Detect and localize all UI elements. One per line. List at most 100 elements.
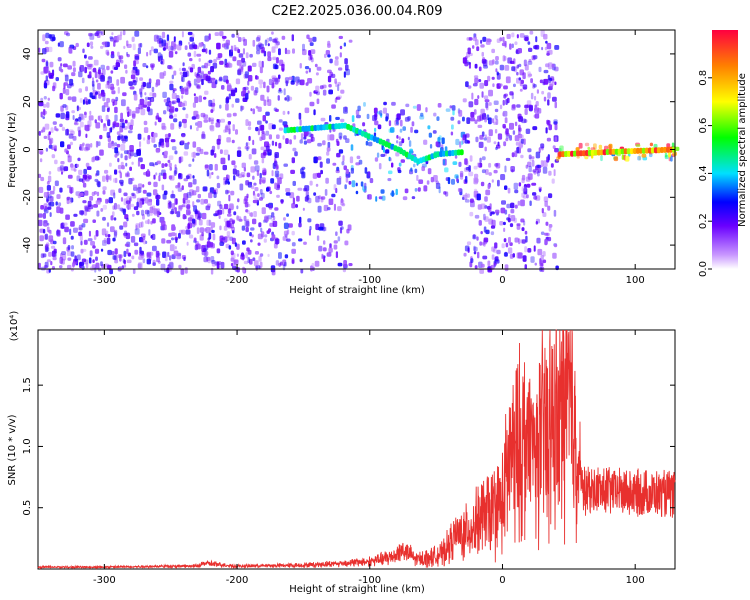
spectrogram-cell <box>205 227 211 234</box>
spectrogram-cell <box>114 114 118 122</box>
spectrogram-cell <box>283 88 286 96</box>
spectrogram-cell <box>532 169 537 173</box>
spectrogram-cell <box>96 170 100 176</box>
spectrogram-cell <box>228 128 231 135</box>
spectrogram-cell <box>165 102 169 107</box>
spectrogram-cell <box>267 56 272 62</box>
spectrogram-cell <box>247 126 252 131</box>
spectrogram-cell <box>254 187 259 192</box>
spectrogram-cell <box>248 153 252 160</box>
spectrogram-cell <box>338 149 344 154</box>
spectrogram-cell <box>91 80 95 87</box>
spectrogram-cell <box>501 200 506 205</box>
spectrogram-cell <box>146 139 151 145</box>
spectrogram-cell <box>254 165 260 172</box>
spectrogram-cell <box>511 32 515 38</box>
spectrogram-cell <box>95 122 101 129</box>
spectrogram-cell <box>132 184 138 188</box>
spectrogram-cell <box>65 111 70 119</box>
spectrogram-cell <box>451 178 455 185</box>
spectrogram-cell <box>207 77 212 84</box>
spectrogram-cell <box>92 245 96 249</box>
spectrogram-cell <box>451 105 456 111</box>
spectrogram-cell <box>178 205 183 210</box>
spectrogram-cell <box>128 130 133 134</box>
spectrogram-cell <box>126 43 132 48</box>
spectrogram-cell <box>174 107 179 112</box>
spectrogram-cell <box>135 225 138 231</box>
spectrogram-cell <box>164 163 168 167</box>
spectrogram-cell <box>469 211 474 217</box>
spectrogram-cell <box>505 76 511 84</box>
spectrogram-cell <box>285 138 289 144</box>
spectrogram-cell <box>113 66 119 70</box>
spectrogram-cell <box>52 121 57 125</box>
spectrogram-cell <box>470 258 474 263</box>
spectrogram-cell <box>215 122 221 128</box>
spectrogram-cell <box>141 102 144 110</box>
spectrogram-cell <box>480 231 483 235</box>
spectrogram-cell <box>525 164 529 169</box>
spectrogram-cell <box>249 212 253 217</box>
spectrogram-cell <box>533 195 538 200</box>
spectrogram-cell <box>263 238 267 243</box>
spectrogram-cell <box>339 227 342 234</box>
spectrogram-cell <box>503 94 507 99</box>
spectrogram-cell <box>168 261 174 269</box>
spectrogram-cell <box>120 197 124 202</box>
spectrogram-cell <box>245 142 248 147</box>
spectrogram-cell <box>89 33 95 40</box>
spectrogram-cell <box>355 162 360 166</box>
spectrogram-cell <box>148 229 151 236</box>
spectrogram-ridge-cell <box>340 122 345 129</box>
spectrogram-cell <box>515 141 519 146</box>
spectrogram-cell <box>242 48 245 55</box>
spectrogram-cell <box>497 179 500 187</box>
spectrogram-cell <box>55 77 59 82</box>
spectrogram-cell <box>146 82 152 89</box>
spectrogram-cell <box>494 115 498 120</box>
spectrogram-cell <box>49 137 54 144</box>
spectrogram-cell <box>267 51 271 58</box>
spectrogram-cell <box>266 230 270 234</box>
spectrogram-cell <box>468 171 474 177</box>
spectrogram-cell <box>130 203 135 208</box>
spectrogram-cell <box>273 243 278 249</box>
spectrogram-cell <box>135 60 139 65</box>
spectrogram-cell <box>140 250 144 255</box>
spectrogram-cell <box>228 63 233 68</box>
spectrogram-cell <box>260 94 265 101</box>
spectrogram-cell <box>368 170 371 176</box>
spectrogram-cell <box>438 186 441 194</box>
spectrogram-cell <box>152 208 158 215</box>
spectrogram-cell <box>533 55 538 60</box>
spectrogram-cell <box>204 90 209 95</box>
spectrogram-cell <box>230 190 235 196</box>
spectrogram-cell <box>163 110 167 115</box>
spectrogram-cell <box>119 172 122 179</box>
spectrogram-cell <box>171 190 174 198</box>
spectrogram-cell <box>320 117 326 122</box>
spectrogram-cell <box>554 123 558 131</box>
spectrogram-cell <box>43 103 47 108</box>
spectrogram-ridge-cell <box>584 150 589 156</box>
spectrogram-cell <box>480 39 483 44</box>
spectrogram-ridge-cell <box>635 147 640 154</box>
spectrogram-cell <box>258 222 262 228</box>
spectrogram-cell <box>237 48 241 54</box>
spectrogram-cell <box>198 58 201 62</box>
spectrogram-cell <box>387 178 392 182</box>
spectrogram-cell <box>267 99 272 106</box>
spectrogram-cell <box>38 47 41 53</box>
spectrogram-cell <box>77 116 82 122</box>
spectrogram-cell <box>283 163 288 167</box>
spectrogram-cell <box>245 52 249 59</box>
spectrogram-cell <box>164 137 170 143</box>
spectrogram-cell <box>638 153 641 161</box>
spectrogram-cell <box>119 225 124 230</box>
spectrogram-cell <box>263 151 267 156</box>
spectrogram-cell <box>207 203 211 208</box>
spectrogram-cell <box>212 233 216 241</box>
spectrogram-cell <box>322 247 327 252</box>
spectrogram-cell <box>192 178 197 185</box>
